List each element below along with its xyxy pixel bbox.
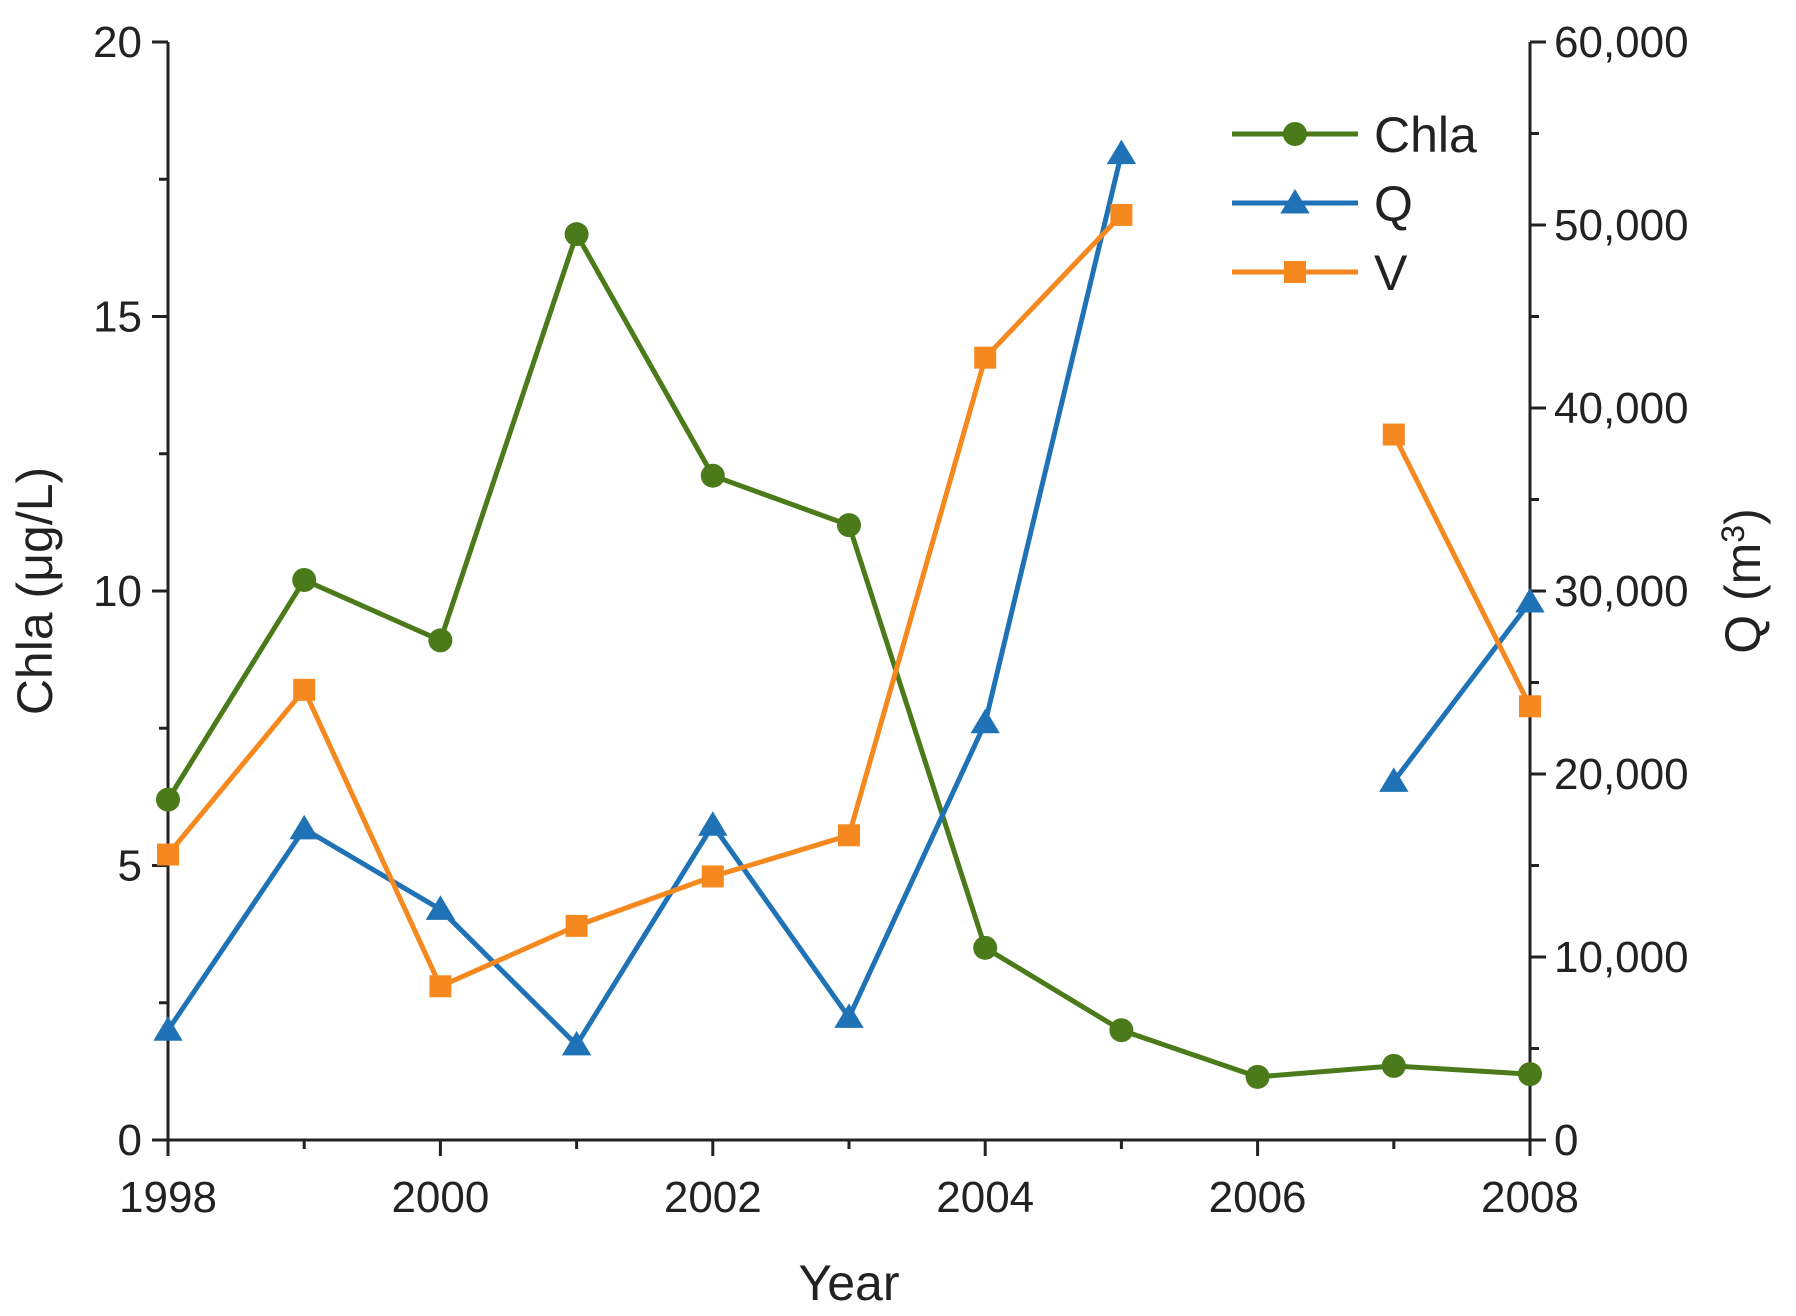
series-layer (153, 139, 1545, 1089)
y-right-tick-label: 50,000 (1554, 201, 1689, 250)
x-tick-label: 2008 (1481, 1173, 1579, 1222)
series-chla-point (292, 568, 317, 593)
x-axis-title: Year (798, 1255, 899, 1311)
series-chla-point (973, 935, 998, 960)
y-axis-left-title: Chla (μg/L) (7, 467, 63, 715)
series-q-point (561, 1030, 592, 1056)
series-chla-point (837, 513, 861, 538)
series-q-point (153, 1016, 183, 1041)
x-tick-label: 2000 (391, 1173, 489, 1222)
series-v-point (974, 346, 997, 369)
series-q-point (970, 708, 1000, 734)
series-q-line (165, 153, 1124, 1048)
y-right-tick-label: 20,000 (1554, 750, 1689, 799)
x-tick-label: 2004 (936, 1173, 1034, 1222)
series-q-point (1379, 767, 1409, 792)
series-chla-point (564, 222, 589, 247)
tick-labels: 1998 2000 2002 2004 2006 2008 0 5 10 15 20 0 10,000 2… (93, 18, 1689, 1222)
legend-label-v: V (1374, 245, 1408, 301)
x-tick-label: 1998 (119, 1173, 217, 1222)
series-v-line (166, 213, 1124, 989)
y-right-tick-label: 0 (1554, 1116, 1578, 1165)
series-v-point (701, 865, 724, 888)
y-axis-right-title-base: Q (m (1715, 543, 1771, 654)
series-chla-point (156, 787, 180, 812)
legend-label-chla: Chla (1374, 107, 1477, 163)
series-q (153, 139, 1545, 1056)
legend-marker-q (1280, 189, 1310, 214)
series-q-point (698, 811, 728, 836)
y-axis-right-title-sup: 3 (1715, 525, 1751, 543)
series-chla-point (428, 628, 453, 653)
series-chla-point (1245, 1064, 1270, 1089)
legend-label-q: Q (1374, 176, 1413, 232)
series-q-point (425, 895, 456, 920)
legend: Chla QV (1232, 107, 1477, 301)
y-axis-right-title-tail: ) (1715, 508, 1771, 525)
series-chla-point (1109, 1018, 1134, 1043)
y-right-tick-label: 10,000 (1554, 933, 1689, 982)
x-tick-label: 2002 (664, 1173, 762, 1222)
series-v-point (429, 975, 452, 998)
series-v-line (1391, 433, 1533, 708)
series-v-point (1382, 423, 1405, 446)
y-right-tick-label: 40,000 (1554, 384, 1689, 433)
series-q-point (1515, 587, 1545, 613)
y-left-tick-label: 20 (93, 18, 142, 67)
y-right-tick-label: 60,000 (1554, 18, 1689, 67)
series-v-point (1519, 695, 1541, 718)
legend-marker-chla (1283, 122, 1307, 146)
legend-marker-v (1284, 261, 1306, 283)
series-chla-point (1381, 1053, 1406, 1078)
y-left-tick-label: 5 (118, 842, 142, 891)
y-axis-right-title: Q (m3) (1715, 508, 1771, 654)
axes (152, 40, 1546, 1156)
series-q-point (289, 814, 319, 840)
series-q-point (834, 1003, 864, 1028)
series-v-point (1110, 203, 1133, 226)
y-right-tick-label: 30,000 (1554, 567, 1689, 616)
series-chla-line (165, 231, 1531, 1080)
x-tick-label: 2006 (1209, 1173, 1307, 1222)
y-left-tick-label: 0 (118, 1116, 142, 1165)
series-chla-point (1518, 1062, 1542, 1087)
series-v-point (838, 824, 860, 847)
series-v-point (157, 843, 179, 866)
series-v-point (565, 914, 588, 937)
series-chla-point (700, 463, 725, 488)
y-left-tick-label: 15 (93, 293, 142, 342)
series-chla (156, 222, 1542, 1089)
series-v-point (293, 678, 316, 701)
series-q-point (1106, 139, 1137, 165)
series-q-line (1391, 600, 1532, 783)
series-v (157, 203, 1541, 998)
y-left-tick-label: 10 (93, 567, 142, 616)
